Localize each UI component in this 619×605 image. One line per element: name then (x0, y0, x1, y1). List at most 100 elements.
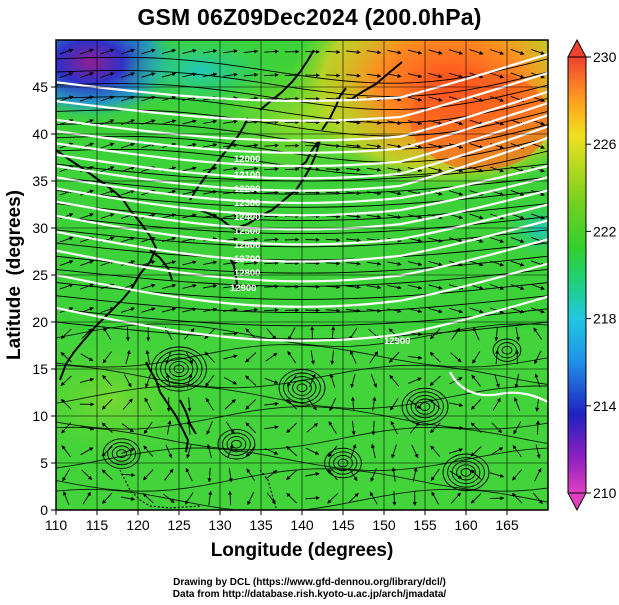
wind-arrow (122, 398, 133, 410)
wind-arrow (264, 166, 279, 172)
wind-arrow (143, 421, 153, 435)
y-tick-label: 45 (32, 79, 48, 95)
wind-arrow (120, 72, 136, 78)
wind-arrow (407, 237, 423, 243)
colorbar: 210 214 218 222 226 230 (567, 38, 617, 512)
wind-arrow (325, 261, 341, 266)
wind-arrow (223, 354, 238, 360)
wind-arrow (531, 283, 545, 290)
wind-arrow (223, 119, 238, 124)
wind-arrow (369, 491, 378, 505)
wind-arrow (387, 190, 402, 196)
wind-arrow (80, 447, 94, 456)
wind-arrow (227, 444, 234, 458)
wind-arrow (101, 398, 113, 410)
wind-arrow (490, 447, 504, 456)
wind-arrow (100, 48, 115, 55)
wind-arrow (407, 355, 423, 360)
wind-arrow (59, 95, 74, 102)
wind-arrow (325, 237, 341, 243)
wind-arrow (205, 397, 214, 411)
y-tick-label: 40 (32, 126, 48, 142)
wind-arrow (428, 284, 443, 290)
wind-arrow (310, 350, 315, 365)
wind-arrow (202, 143, 218, 148)
x-tick-label: 125 (167, 517, 191, 533)
map-figure: 12000 12100 12200 12300 12400 12500 1260… (4, 38, 617, 561)
wind-arrow (143, 445, 154, 457)
x-tick-label: 150 (372, 517, 396, 533)
wind-arrow (182, 260, 197, 266)
y-tick-label: 35 (32, 173, 48, 189)
wind-arrow (349, 327, 358, 341)
wind-arrow (81, 469, 93, 481)
island-borders (119, 469, 277, 509)
credit-data: Data from http://database.rish.kyoto-u.a… (172, 589, 447, 600)
wind-arrow (469, 213, 484, 220)
wind-arrow (59, 48, 74, 55)
wind-arrow (325, 190, 341, 196)
wind-arrow (80, 353, 94, 362)
wind-arrow (144, 397, 152, 411)
wind-arrow (407, 214, 423, 220)
contour-labels: 12000 12100 12200 12300 12400 12500 1260… (230, 154, 410, 347)
wind-arrow (124, 374, 132, 388)
wind-arrow (533, 327, 543, 340)
wind-arrow (243, 190, 259, 195)
wind-arrow (515, 349, 520, 365)
contour-label: 12000 (234, 154, 260, 165)
wind-arrow (59, 72, 74, 79)
wind-arrow (80, 48, 94, 55)
wind-arrow (246, 468, 255, 481)
wind-arrow (59, 236, 74, 243)
wind-arrow (531, 213, 545, 220)
colorbar-tick-label: 210 (593, 485, 617, 501)
wind-arrow (100, 119, 115, 125)
wind-arrow (429, 399, 441, 410)
wind-arrow (182, 48, 197, 54)
wind-arrow (265, 352, 278, 362)
map-title: GSM 06Z09Dec2024 (200.0hPa) (137, 4, 482, 30)
wind-arrow (428, 72, 443, 79)
x-tick-label: 155 (413, 517, 437, 533)
wind-arrow (469, 143, 484, 149)
wind-arrow (428, 96, 443, 102)
wind-arrow (288, 327, 296, 341)
y-tick-label: 25 (32, 267, 48, 283)
colorbar-ticks: 210 214 218 222 226 230 (586, 49, 617, 501)
wind-arrow (120, 48, 136, 55)
wind-arrow (141, 72, 156, 78)
wind-arrow (387, 261, 402, 266)
wind-arrow (534, 350, 542, 365)
wind-arrow (223, 284, 238, 289)
wind-arrow (491, 422, 503, 434)
wind-arrow (264, 237, 279, 242)
wind-arrow (264, 425, 279, 430)
eddy-streamline (226, 436, 247, 453)
wind-arrow (471, 374, 481, 387)
wind-arrow (472, 351, 481, 364)
wind-arrow (100, 142, 115, 149)
wind-arrow (407, 284, 423, 290)
wind-arrow (243, 143, 259, 148)
wind-arrow (512, 445, 522, 458)
wind-arrow (370, 443, 376, 459)
wind-arrow (61, 422, 72, 434)
wind-arrow (264, 284, 279, 289)
wind-arrow (245, 352, 257, 363)
eddy-streamline (222, 432, 251, 456)
wind-arrow (535, 444, 541, 459)
contour-label: 12600 (234, 240, 260, 251)
wind-arrow (408, 377, 422, 384)
wind-arrow (141, 48, 156, 55)
wind-arrow (182, 72, 197, 78)
wind-arrow (264, 260, 279, 266)
wind-arrow (264, 401, 279, 406)
wind-arrow (327, 469, 338, 481)
wind-arrow (60, 375, 72, 386)
wind-arrow (388, 351, 400, 363)
wind-arrow (325, 308, 341, 313)
wind-arrow (366, 144, 382, 149)
wind-arrow (534, 373, 541, 388)
wind-arrow (448, 237, 464, 243)
